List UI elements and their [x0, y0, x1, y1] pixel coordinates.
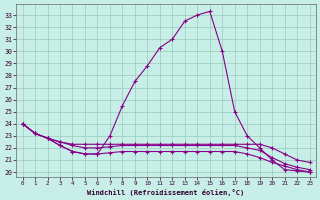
X-axis label: Windchill (Refroidissement éolien,°C): Windchill (Refroidissement éolien,°C) [87, 189, 245, 196]
